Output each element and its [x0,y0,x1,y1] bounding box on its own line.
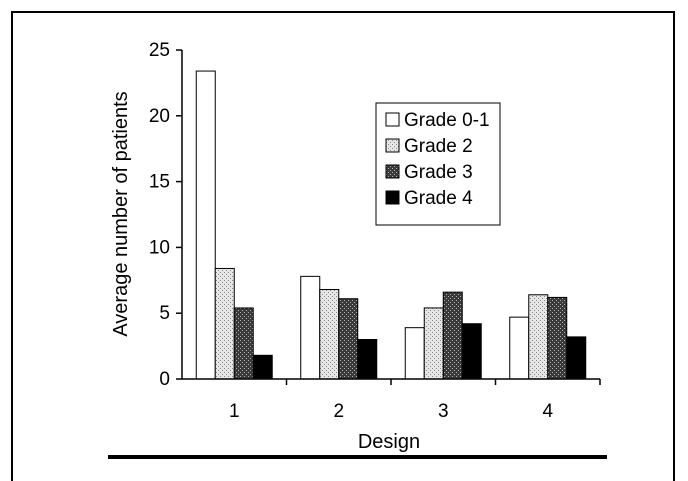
y-tick-label: 5 [159,303,170,324]
legend-label: Grade 4 [404,188,473,209]
axes-group: 0 5 10 15 20 25 1 2 3 4 [149,40,601,422]
legend-swatch [385,112,400,127]
y-axis-title: Average number of patients [110,91,132,336]
x-axis-title: Design [358,431,420,453]
legend-label: Grade 3 [404,162,473,183]
legend-label: Grade 2 [404,136,473,157]
bar-grade-0-1-design-3 [404,327,425,380]
bar-grade-3-design-4 [547,296,568,380]
legend-swatch [385,164,400,179]
bar-grade-2-design-1 [214,267,235,380]
bar-grade-3-design-1 [233,307,254,380]
x-tick-label: 4 [542,401,553,422]
bar-grade-0-1-design-1 [195,70,216,380]
bar-grade-4-design-2 [357,339,378,380]
bar-grade-0-1-design-2 [300,275,321,380]
y-tick-label: 15 [149,172,170,193]
bar-grade-4-design-1 [252,354,273,380]
chart-frame [11,11,675,481]
y-tick-label: 20 [149,106,170,127]
legend-label: Grade 0-1 [404,110,490,131]
bar-grade-4-design-4 [566,336,587,380]
bar-grade-4-design-3 [461,323,482,380]
x-tick-label: 2 [333,401,344,422]
bar-grade-2-design-2 [319,289,340,380]
bar-grade-2-design-3 [423,307,444,380]
x-tick-label: 1 [229,401,240,422]
bar-grade-3-design-3 [442,291,463,380]
y-tick-label: 0 [159,369,170,390]
y-tick-label: 10 [149,237,170,258]
legend: Grade 0-1 Grade 2 Grade 3 Grade 4 [375,102,501,226]
bar-grade-3-design-2 [338,298,359,380]
y-tick-label: 25 [149,40,170,61]
x-tick-label: 3 [438,401,449,422]
legend-swatch [385,190,400,205]
bars-group [195,70,587,380]
legend-swatch [385,138,400,153]
bar-grade-0-1-design-4 [509,316,530,380]
bar-grade-2-design-4 [528,294,549,380]
